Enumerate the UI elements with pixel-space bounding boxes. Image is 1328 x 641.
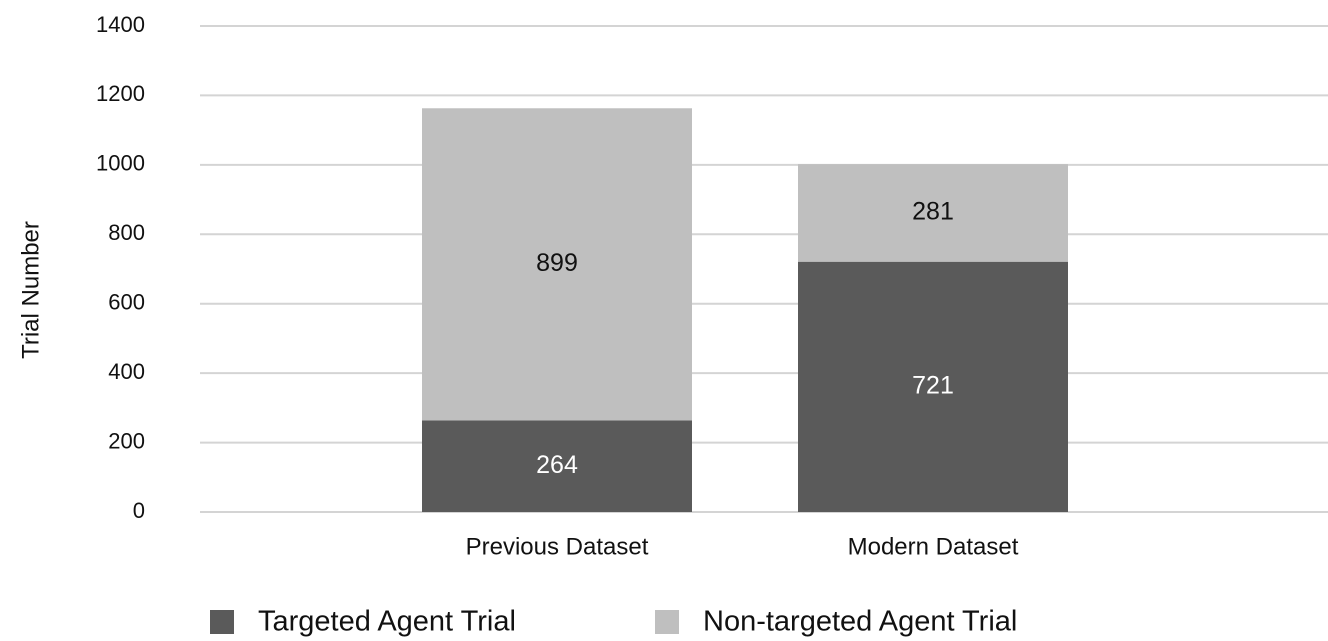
data-label: 264 — [536, 451, 578, 479]
bar-segment — [798, 261, 1068, 512]
data-label: 721 — [912, 371, 954, 399]
y-tick-label: 400 — [108, 359, 145, 384]
legend-swatch — [210, 610, 234, 634]
data-label: 899 — [536, 249, 578, 277]
legend-label: Non-targeted Agent Trial — [703, 606, 1017, 638]
bar-segment — [422, 420, 692, 512]
bar-segment — [798, 164, 1068, 262]
x-tick-label: Previous Dataset — [466, 533, 649, 560]
y-tick-label: 200 — [108, 428, 145, 453]
y-axis-label: Trial Number — [17, 221, 44, 359]
legend-swatch — [655, 610, 679, 634]
y-tick-label: 1400 — [96, 12, 145, 37]
y-tick-label: 0 — [133, 498, 145, 523]
y-tick-label: 600 — [108, 290, 145, 315]
y-tick-label: 800 — [108, 220, 145, 245]
y-tick-label: 1000 — [96, 151, 145, 176]
bar-segment — [422, 108, 692, 421]
x-tick-label: Modern Dataset — [848, 533, 1019, 560]
data-label: 281 — [912, 198, 954, 226]
y-tick-label: 1200 — [96, 81, 145, 106]
legend-label: Targeted Agent Trial — [258, 606, 516, 638]
